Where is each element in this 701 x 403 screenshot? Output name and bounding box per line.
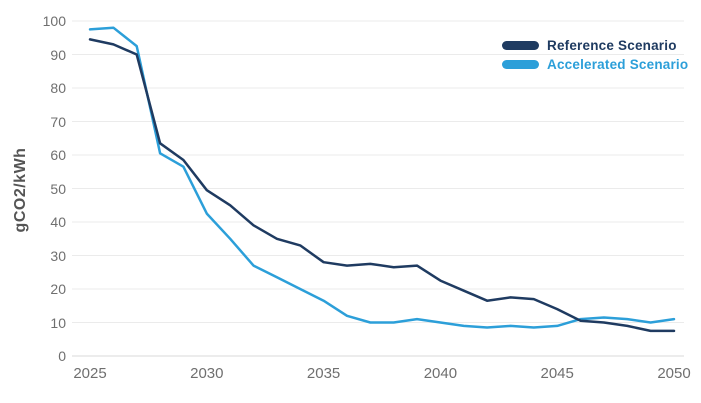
x-tick-label: 2025 [73,365,107,382]
y-tick-label: 60 [50,147,66,163]
y-tick-label: 80 [50,80,66,96]
y-tick-label: 100 [42,13,66,29]
x-tick-label: 2030 [190,365,224,382]
y-tick-label: 90 [50,46,66,63]
y-tick-label: 10 [50,314,66,331]
legend-item-reference: Reference Scenario [502,36,688,55]
y-tick-label: 50 [50,180,66,197]
x-tick-label: 2045 [540,365,574,382]
legend-swatch-accelerated [502,60,539,69]
x-tick-label: 2050 [657,365,691,382]
y-tick-label: 30 [50,247,66,264]
series-line-reference-scenario [88,38,676,333]
x-tick-label: 2040 [423,365,458,382]
y-tick-label: 0 [58,348,66,364]
legend-label-accelerated: Accelerated Scenario [547,57,689,72]
legend-label-reference: Reference Scenario [547,38,677,53]
y-tick-label: 20 [50,281,66,297]
legend-item-accelerated: Accelerated Scenario [502,55,688,74]
legend: Reference Scenario Accelerated Scenario [502,36,688,74]
x-tick-label: 2035 [306,365,341,382]
legend-swatch-reference [502,41,539,50]
y-tick-label: 70 [50,113,66,130]
y-tick-label: 40 [50,214,66,230]
